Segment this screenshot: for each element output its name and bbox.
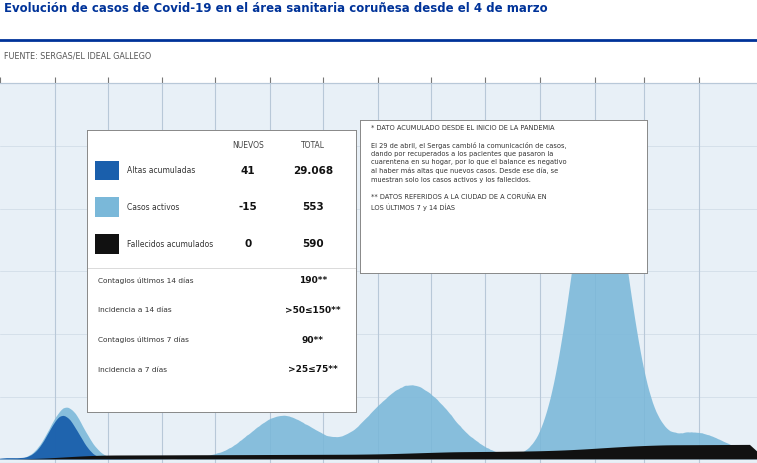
Bar: [95, 197, 120, 217]
Text: -15: -15: [239, 202, 257, 213]
Text: Casos activos: Casos activos: [127, 203, 179, 212]
Text: 29.068: 29.068: [293, 166, 333, 175]
Text: 553: 553: [302, 202, 324, 213]
Text: Contagios últimos 14 días: Contagios últimos 14 días: [98, 277, 193, 284]
Text: Contagios últimos 7 días: Contagios últimos 7 días: [98, 337, 188, 343]
Text: NUEVOS: NUEVOS: [232, 141, 264, 150]
Bar: [95, 234, 120, 254]
Text: >50≤150**: >50≤150**: [285, 306, 341, 315]
Text: * DATO ACUMULADO DESDE EL INICIO DE LA PANDEMIA

El 29 de abril, el Sergas cambi: * DATO ACUMULADO DESDE EL INICIO DE LA P…: [371, 125, 567, 211]
Text: Evolución de casos de Covid-19 en el área sanitaria coruñesa desde el 4 de marzo: Evolución de casos de Covid-19 en el áre…: [4, 2, 547, 15]
Text: >25≤75**: >25≤75**: [288, 365, 338, 374]
Text: 590: 590: [302, 239, 323, 249]
Text: Altas acumuladas: Altas acumuladas: [127, 166, 196, 175]
Text: 90**: 90**: [302, 336, 324, 344]
Text: 0: 0: [245, 239, 252, 249]
Text: Incidencia a 14 días: Incidencia a 14 días: [98, 307, 171, 313]
Text: 41: 41: [241, 166, 256, 175]
Text: TOTAL: TOTAL: [301, 141, 325, 150]
Text: Fallecidos acumulados: Fallecidos acumulados: [127, 239, 213, 249]
Text: Incidencia a 7 días: Incidencia a 7 días: [98, 367, 167, 373]
Text: FUENTE: SERGAS/EL IDEAL GALLEGO: FUENTE: SERGAS/EL IDEAL GALLEGO: [4, 52, 151, 61]
Text: 190**: 190**: [299, 276, 327, 285]
Bar: [95, 161, 120, 181]
